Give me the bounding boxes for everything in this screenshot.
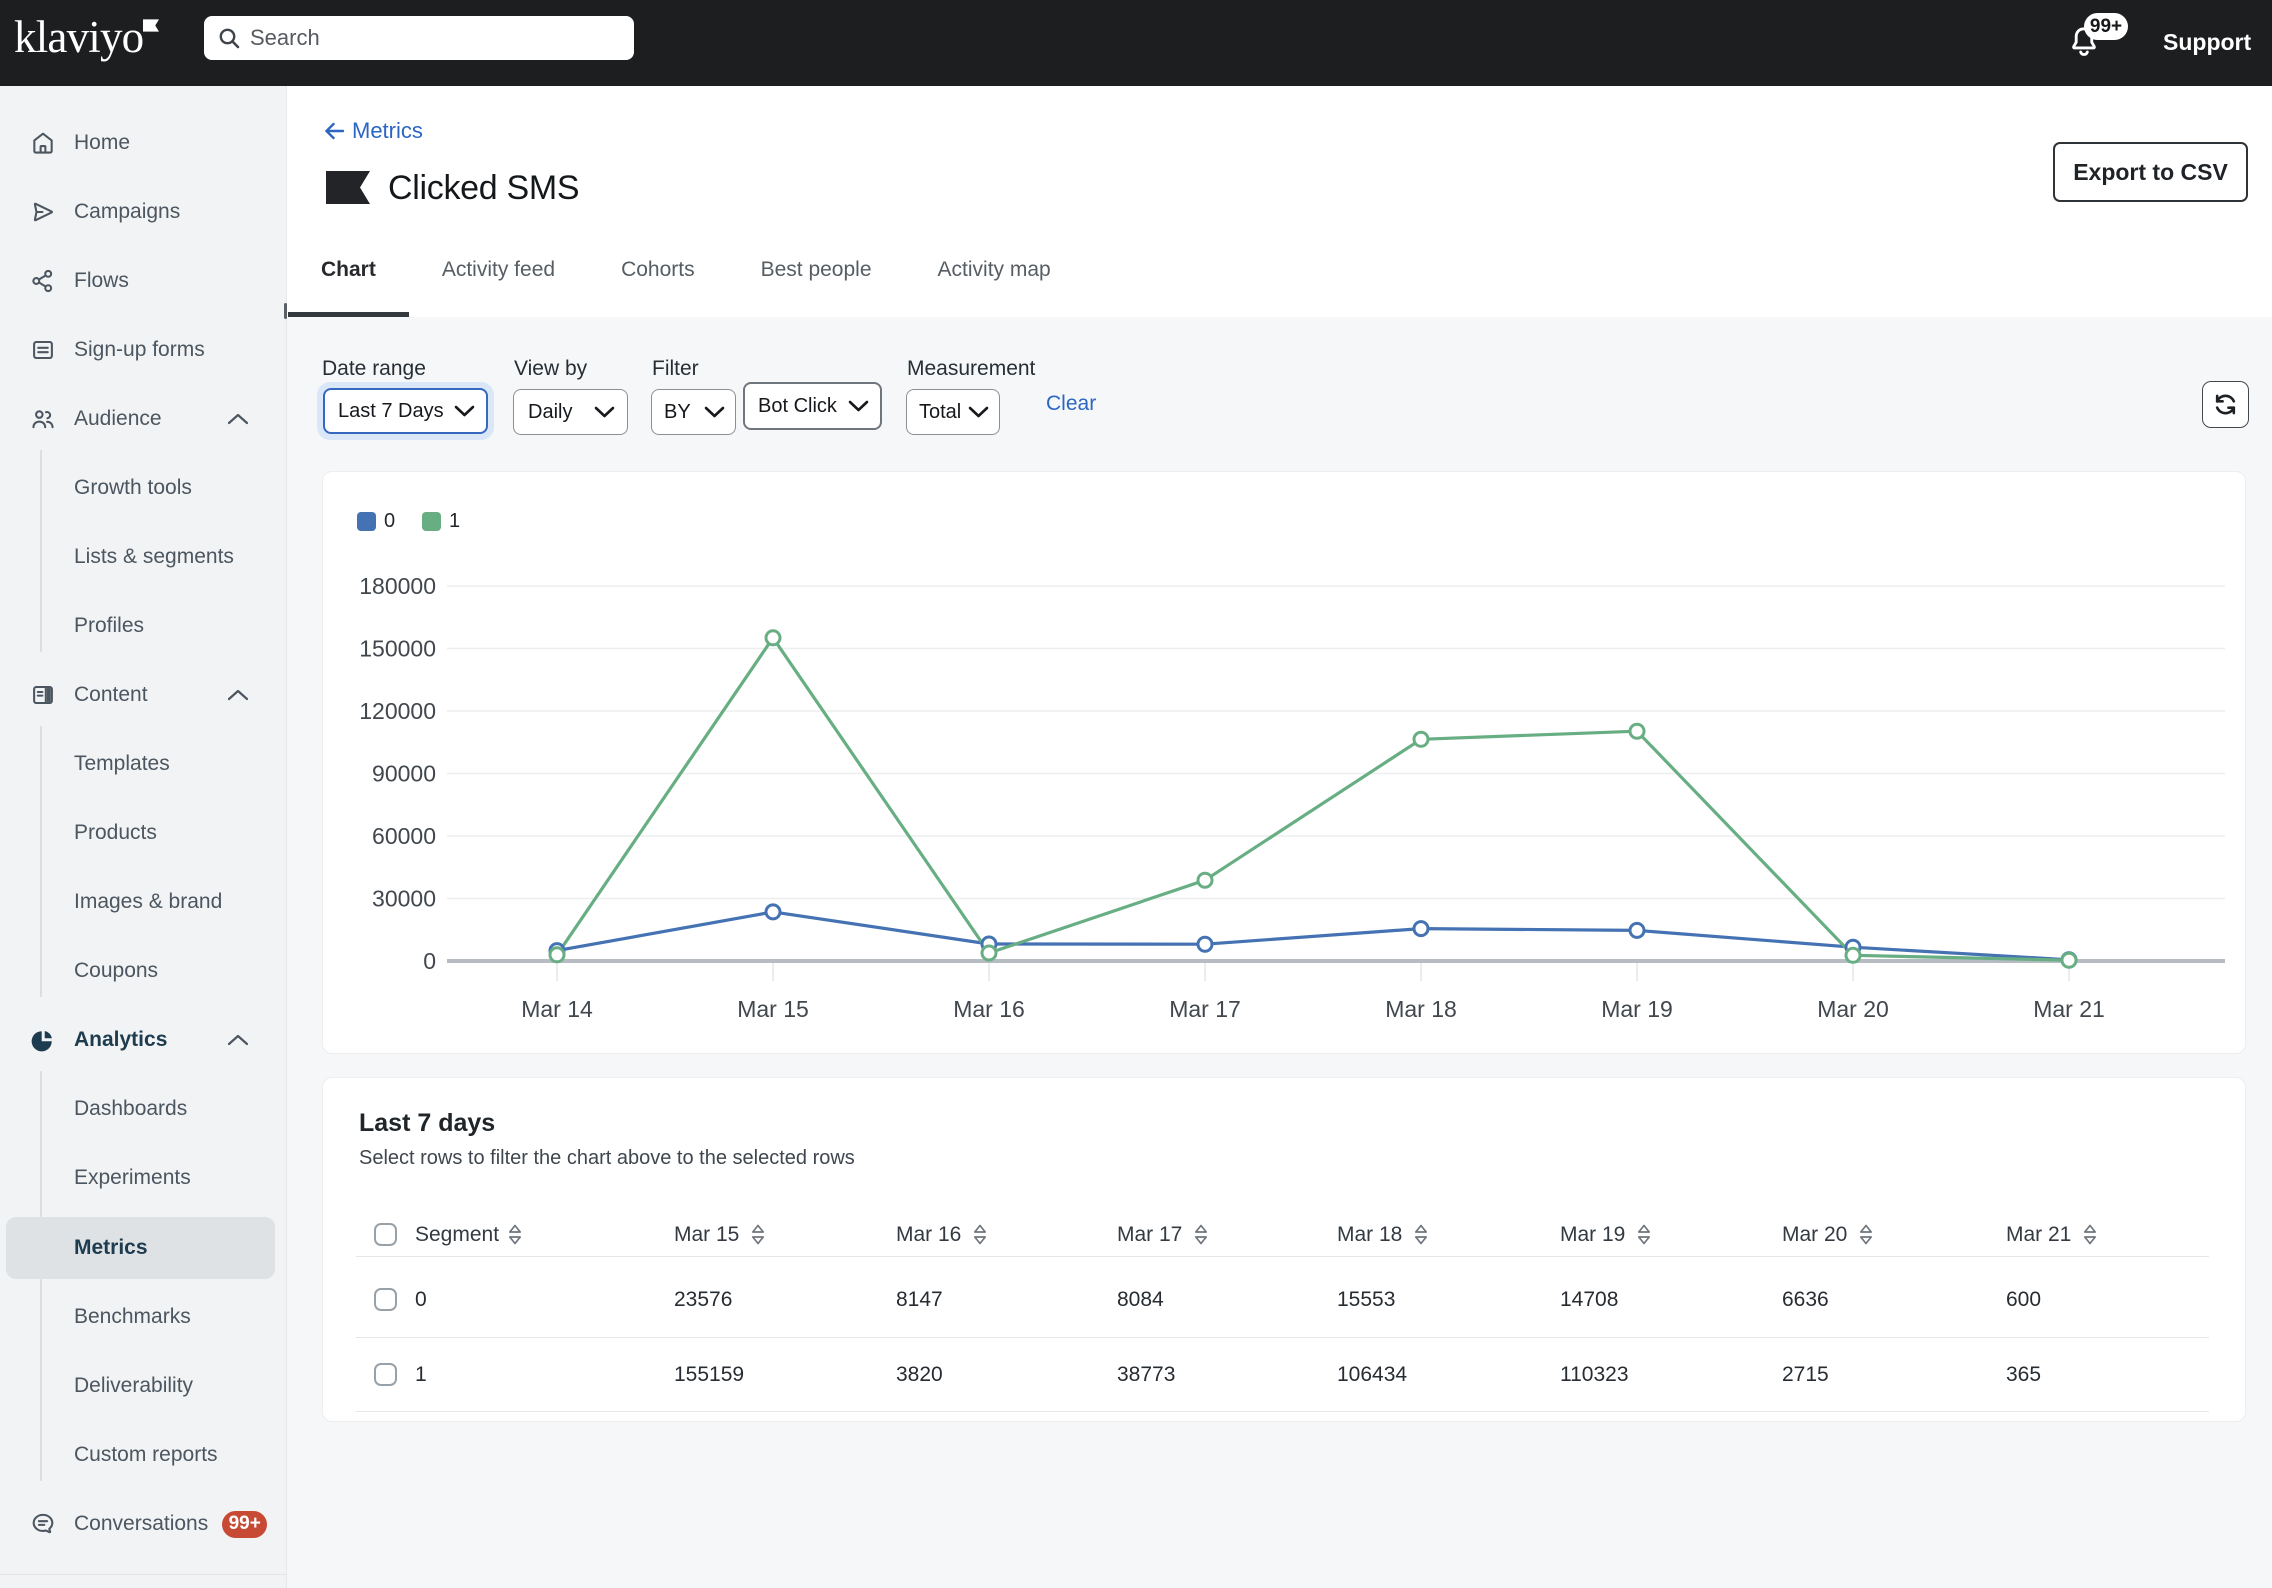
svg-text:Mar 16: Mar 16: [953, 996, 1025, 1022]
svg-text:30000: 30000: [372, 886, 436, 912]
svg-text:60000: 60000: [372, 823, 436, 849]
svg-text:Mar 19: Mar 19: [1601, 996, 1673, 1022]
svg-text:Mar 18: Mar 18: [1385, 996, 1457, 1022]
svg-text:Mar 17: Mar 17: [1169, 996, 1241, 1022]
svg-text:Mar 21: Mar 21: [2033, 996, 2105, 1022]
svg-text:Mar 15: Mar 15: [737, 996, 809, 1022]
svg-text:150000: 150000: [359, 636, 436, 662]
svg-text:90000: 90000: [372, 761, 436, 787]
svg-text:Mar 20: Mar 20: [1817, 996, 1889, 1022]
svg-text:0: 0: [423, 948, 436, 974]
svg-text:120000: 120000: [359, 698, 436, 724]
svg-text:Mar 14: Mar 14: [521, 996, 593, 1022]
svg-text:180000: 180000: [359, 573, 436, 599]
